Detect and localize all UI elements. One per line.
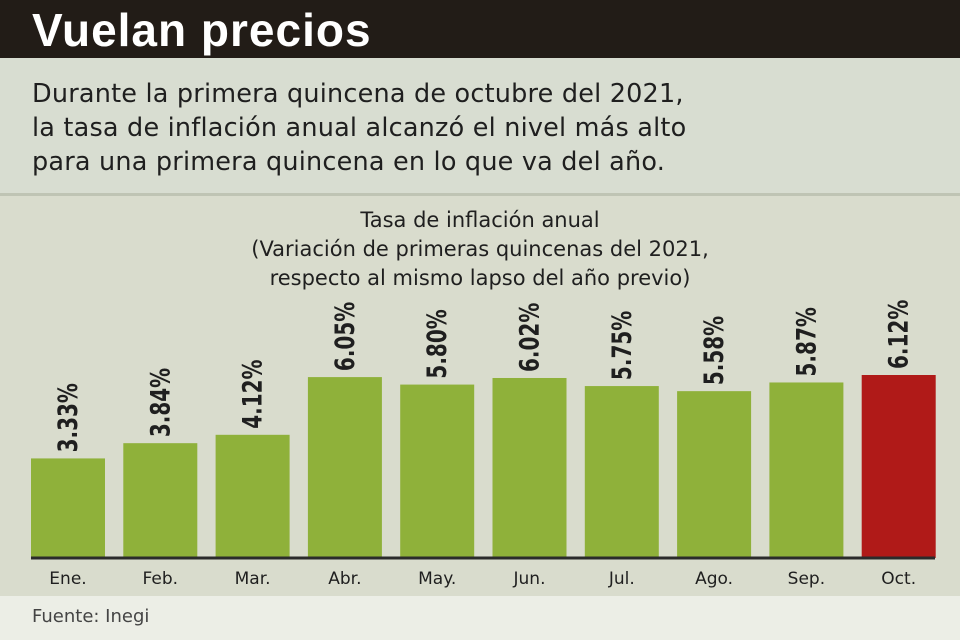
data-label: 3.84% xyxy=(144,368,176,438)
x-tick-label: Jun. xyxy=(513,569,546,589)
data-label: 5.75% xyxy=(606,311,638,381)
bar-abr xyxy=(307,377,382,558)
data-label: 5.58% xyxy=(698,316,730,386)
bar-oct xyxy=(861,375,936,558)
bar-mar xyxy=(215,434,290,558)
data-label: 6.05% xyxy=(329,302,361,372)
source-note: Fuente: Inegi xyxy=(32,606,150,627)
x-tick-label: Abr. xyxy=(328,569,361,589)
x-tick-label: Ene. xyxy=(49,569,86,589)
bar-may xyxy=(400,384,475,558)
data-label: 5.80% xyxy=(421,309,453,379)
x-tick-label: Oct. xyxy=(881,569,916,589)
data-label: 5.87% xyxy=(790,307,822,377)
title-bar: Vuelan precios xyxy=(0,0,960,58)
bar-jun xyxy=(492,377,567,558)
bar-ene xyxy=(31,458,105,558)
bar-chart: 3.33% Ene. 3.84% Feb. 4.12% Mar. 6.05% Abr. 5.80… xyxy=(31,299,936,589)
chart-title-line-2: (Variación de primeras quincenas del 202… xyxy=(251,237,709,261)
x-tick-label: Feb. xyxy=(143,569,179,589)
subtitle-line-2: la tasa de inflación anual alcanzó el ni… xyxy=(32,113,687,143)
data-label: 3.33% xyxy=(52,383,84,453)
bar-jul xyxy=(584,386,659,558)
footer-panel: Fuente: Inegi xyxy=(0,596,960,640)
subtitle-panel: Durante la primera quincena de octubre d… xyxy=(0,58,960,193)
x-tick-label: Sep. xyxy=(788,569,825,589)
bar-feb xyxy=(123,443,198,558)
page-title: Vuelan precios xyxy=(32,4,372,56)
chart-title-line-3: respecto al mismo lapso del año previo) xyxy=(269,266,691,290)
data-label: 6.12% xyxy=(883,299,915,369)
chart-title-line-1: Tasa de inflación anual xyxy=(360,208,600,232)
data-label: 4.12% xyxy=(237,359,269,429)
chart-panel: Tasa de inflación anual (Variación de pr… xyxy=(0,193,960,599)
bar-ago xyxy=(677,391,752,558)
x-tick-label: Mar. xyxy=(235,569,271,589)
x-tick-label: Ago. xyxy=(695,569,733,589)
subtitle-line-1: Durante la primera quincena de octubre d… xyxy=(32,79,684,109)
data-label: 6.02% xyxy=(513,302,545,372)
subtitle-line-3: para una primera quincena en lo que va d… xyxy=(32,147,666,177)
x-tick-label: Jul. xyxy=(608,569,635,589)
x-tick-label: May. xyxy=(418,569,456,589)
bar-sep xyxy=(769,382,844,558)
